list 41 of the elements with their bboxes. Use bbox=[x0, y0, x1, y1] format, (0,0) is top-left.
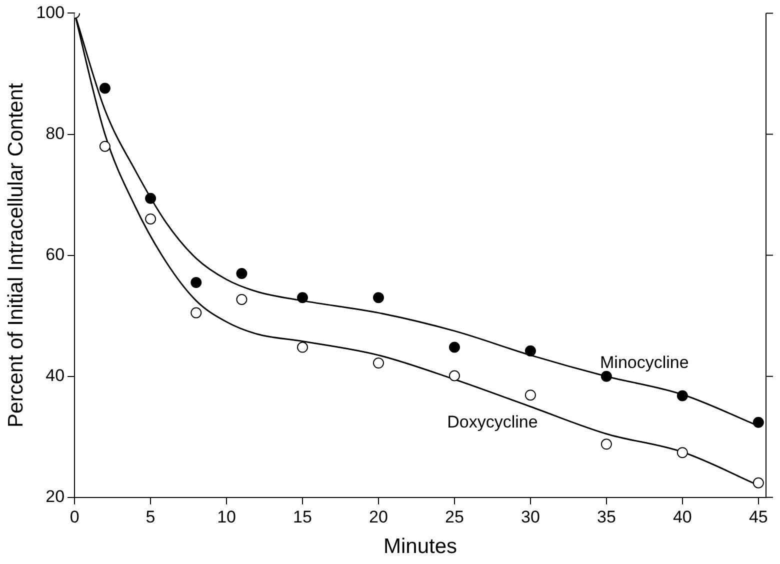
x-tick-label: 15 bbox=[293, 507, 312, 526]
y-tick-label: 60 bbox=[46, 244, 65, 264]
point bbox=[524, 345, 536, 356]
point bbox=[448, 342, 460, 353]
x-tick-label: 25 bbox=[445, 507, 464, 526]
point bbox=[236, 268, 248, 279]
point bbox=[524, 390, 536, 401]
x-tick-label: 45 bbox=[748, 507, 768, 526]
point bbox=[372, 358, 384, 369]
point bbox=[600, 370, 612, 382]
y-tick-label: 20 bbox=[46, 487, 65, 506]
y-tick-label: 100 bbox=[36, 2, 65, 22]
y-axis-title: Percent of Initial Intracellular Content bbox=[4, 82, 28, 428]
x-tick-label: 30 bbox=[520, 507, 540, 526]
x-tick-label: 35 bbox=[596, 507, 616, 526]
x-tick-label: 10 bbox=[217, 507, 236, 526]
point bbox=[372, 292, 384, 304]
point bbox=[99, 140, 110, 152]
point bbox=[448, 370, 460, 382]
point bbox=[752, 416, 764, 428]
point bbox=[676, 447, 688, 458]
point bbox=[297, 342, 308, 353]
point bbox=[752, 477, 764, 488]
x-tick-label: 0 bbox=[70, 507, 80, 526]
point bbox=[190, 277, 202, 288]
point bbox=[297, 292, 308, 304]
series-label: Minocycline bbox=[600, 353, 689, 372]
point bbox=[676, 390, 688, 402]
point bbox=[145, 213, 156, 224]
x-tick-label: 40 bbox=[672, 507, 692, 526]
point bbox=[600, 438, 612, 450]
x-tick-label: 5 bbox=[146, 507, 156, 526]
point bbox=[236, 294, 248, 305]
x-axis-title: Minutes bbox=[384, 535, 458, 558]
y-tick-label: 80 bbox=[46, 124, 65, 143]
point bbox=[190, 307, 202, 318]
point bbox=[145, 192, 156, 204]
series-label: Doxycycline bbox=[447, 412, 538, 432]
point bbox=[99, 82, 110, 94]
x-tick-label: 20 bbox=[369, 507, 388, 526]
y-tick-label: 40 bbox=[46, 366, 65, 386]
